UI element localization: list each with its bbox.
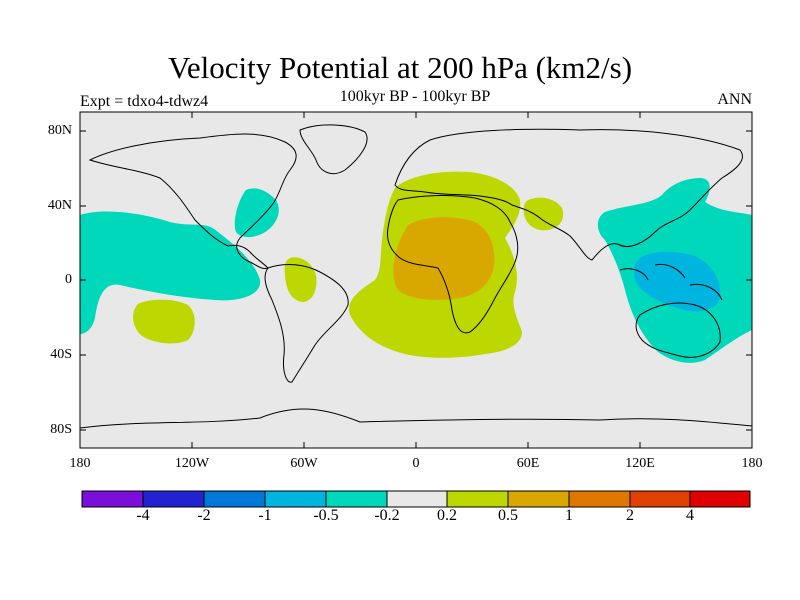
coast-antarctica: [80, 408, 752, 429]
colorbar-label-4: -0.2: [374, 507, 400, 524]
field-negative-north-america: [234, 188, 279, 238]
coast-north-america: [88, 133, 297, 269]
lat-label-0: 0: [65, 272, 72, 287]
colorbar-box-7: [507, 490, 570, 508]
colorbar-box-5: [386, 490, 448, 508]
colorbar-label-3: -0.5: [313, 507, 339, 524]
colorbar-box-9: [629, 490, 691, 508]
colorbar-label-6: 0.5: [498, 507, 518, 524]
field-positive-south-pacific: [133, 299, 195, 344]
lon-label-120e: 120E: [625, 456, 655, 471]
field-positive-arabia: [523, 197, 564, 231]
colorbar-label-5: 0.2: [437, 507, 457, 524]
contour-fields: [80, 124, 752, 429]
field-negative-maritime: [634, 251, 721, 312]
coast-greenland: [299, 124, 368, 175]
colorbar-box-4: [325, 490, 388, 508]
coast-australia: [635, 302, 721, 358]
field-positive-central-africa: [393, 217, 495, 300]
lon-label-180e: 180: [741, 456, 763, 471]
lat-label-40s: 40S: [50, 347, 72, 362]
colorbar-box-1: [142, 490, 205, 508]
colorbar-label-2: -1: [258, 507, 272, 524]
colorbar-label-0: -4: [136, 507, 150, 524]
coastlines: [80, 124, 752, 429]
colorbar-label-1: -2: [197, 507, 211, 524]
lon-label-180w: 180: [69, 456, 91, 471]
coast-eurasia: [394, 128, 743, 261]
field-negative-pacific-east: [80, 211, 261, 334]
colorbar-label-8: 2: [626, 507, 634, 524]
lat-label-80s: 80S: [50, 422, 72, 437]
map-subtitle: 100kyr BP - 100kyr BP: [339, 88, 491, 105]
colorbar-box-8: [568, 490, 631, 508]
colorbar-box-6: [446, 490, 509, 508]
coast-africa: [387, 195, 519, 334]
lon-label-60w: 60W: [290, 456, 318, 471]
colorbar-box-0: [81, 490, 144, 508]
field-positive-south-america: [284, 257, 317, 302]
colorbar: [81, 490, 751, 508]
lat-ticks: [80, 130, 752, 431]
lon-label-120w: 120W: [174, 456, 210, 471]
coast-south-america: [264, 264, 349, 383]
colorbar-box-3: [264, 490, 327, 508]
season-label: ANN: [717, 91, 752, 108]
lat-label-80n: 80N: [47, 123, 72, 138]
experiment-label: Expt = tdxo4-tdwz4: [80, 93, 209, 110]
lat-label-40n: 40N: [47, 198, 72, 213]
lon-label-60e: 60E: [516, 456, 540, 471]
lon-label-0: 0: [412, 456, 420, 471]
lon-ticks: [191, 112, 641, 448]
colorbar-box-10: [689, 490, 751, 508]
colorbar-label-7: 1: [565, 507, 573, 524]
colorbar-box-2: [203, 490, 266, 508]
colorbar-label-9: 4: [686, 507, 694, 524]
map-title: Velocity Potential at 200 hPa (km2/s): [167, 50, 633, 85]
coast-maritime: [619, 263, 723, 301]
